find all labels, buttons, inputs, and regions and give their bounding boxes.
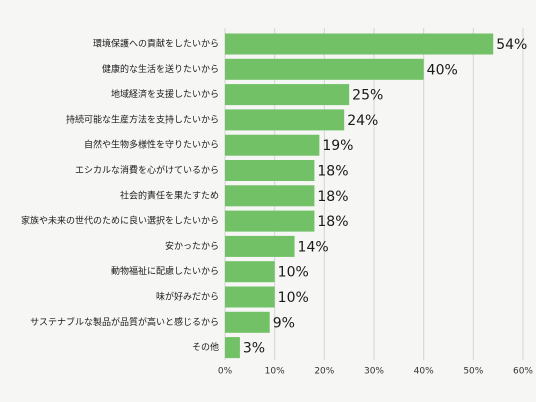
category-labels: 環境保護への貢献をしたいから健康的な生活を送りたいから地域経済を支援したいから持… — [21, 38, 219, 354]
value-label: 54% — [496, 37, 527, 53]
category-label: 健康的な生活を送りたいから — [102, 63, 219, 75]
category-label: 味が好みだから — [156, 291, 219, 303]
value-label: 18% — [317, 214, 348, 230]
bar — [225, 160, 315, 181]
bar — [225, 235, 295, 257]
bar — [225, 134, 320, 156]
x-tick-label: 10% — [265, 367, 285, 377]
x-tick-label: 60% — [513, 367, 533, 377]
category-label: エシカルな消費を心がけているから — [75, 164, 219, 176]
x-tick-label: 40% — [414, 367, 434, 377]
value-label: 19% — [322, 138, 353, 154]
value-label: 9% — [273, 315, 295, 331]
category-label: 安かったから — [165, 240, 219, 252]
value-label: 18% — [317, 164, 348, 180]
value-label: 25% — [352, 88, 383, 104]
bar — [225, 286, 275, 308]
x-tick-label: 0% — [218, 367, 233, 377]
bars — [225, 33, 494, 359]
category-label: 環境保護への貢献をしたいから — [93, 38, 219, 50]
bar — [225, 185, 315, 207]
bar — [225, 261, 275, 283]
category-label: 社会的責任を果たすため — [120, 189, 219, 201]
grid-lines — [224, 28, 524, 360]
value-label: 3% — [243, 341, 265, 357]
value-label: 10% — [278, 265, 309, 281]
bar — [225, 33, 494, 55]
bar — [225, 210, 315, 232]
x-tick-label: 30% — [364, 367, 384, 377]
value-label: 24% — [347, 113, 378, 129]
bar — [225, 109, 345, 131]
value-label: 14% — [298, 239, 329, 255]
category-label: 持続可能な生産方法を支持したいから — [66, 113, 219, 125]
category-label: サステナブルな製品が品質が高いと感じるから — [30, 316, 219, 328]
category-label: 動物福祉に配慮したいから — [111, 265, 219, 277]
bar — [225, 58, 424, 80]
x-axis-ticks: 0% 10% 20% 30% 40% 50% 60% — [218, 367, 534, 377]
x-tick-label: 20% — [314, 367, 334, 377]
category-label: 家族や未来の世代のために良い選択をしたいから — [21, 215, 219, 227]
value-label: 10% — [278, 290, 309, 306]
bar — [225, 84, 350, 106]
value-labels: 54% 40% 25% 24% 19% 18% 18% 18% 14% 10% 10% 9% 3% — [243, 37, 527, 357]
bar — [225, 337, 240, 359]
bar — [225, 311, 270, 333]
category-label: 地域経済を支援したいから — [111, 88, 219, 100]
category-label: 自然や生物多様性を守りたいから — [84, 139, 219, 151]
x-tick-label: 50% — [463, 367, 483, 377]
value-label: 18% — [317, 189, 348, 205]
category-label: その他 — [192, 341, 219, 353]
value-label: 40% — [427, 62, 458, 78]
